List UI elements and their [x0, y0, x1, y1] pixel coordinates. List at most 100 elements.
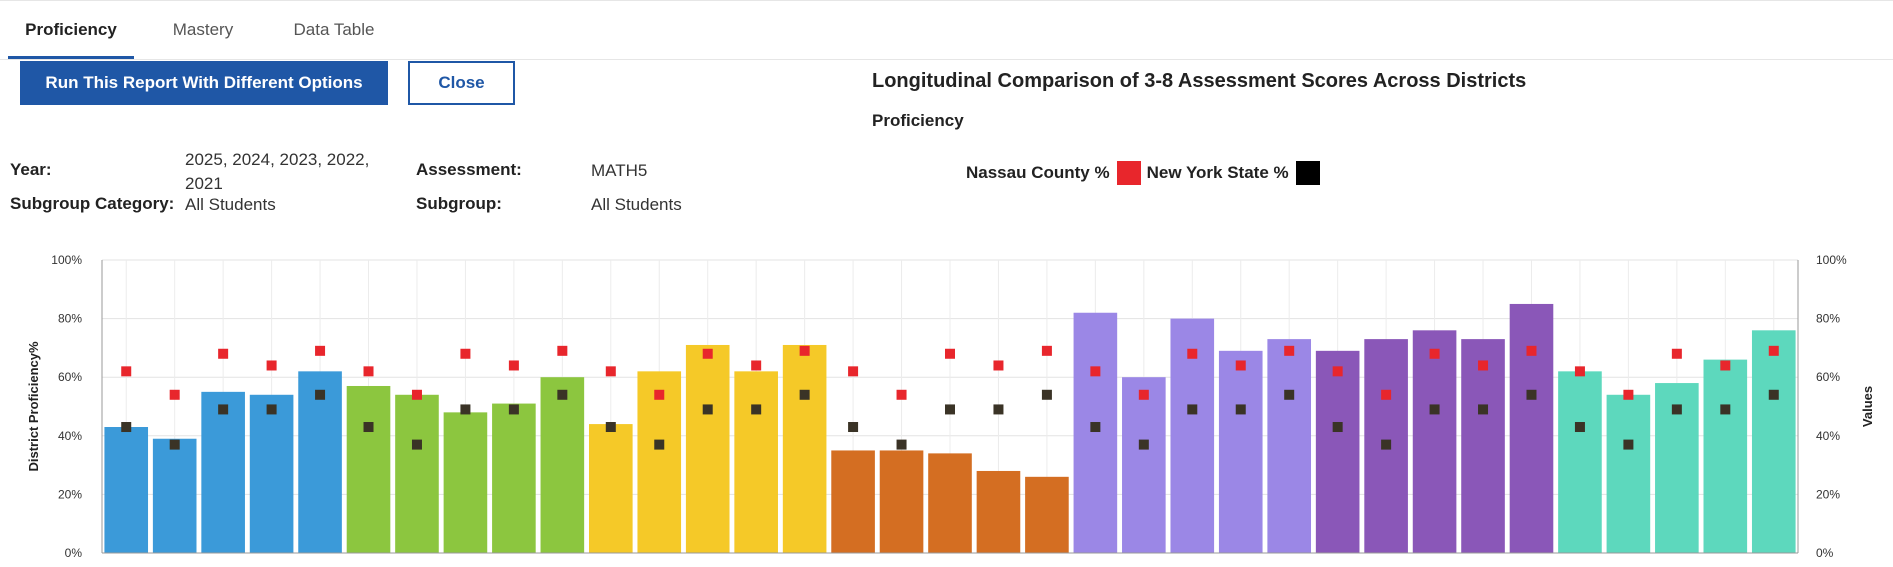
state-marker	[1623, 439, 1634, 450]
year-value: 2025, 2024, 2023, 2022, 2021	[185, 150, 370, 193]
state-marker	[1381, 439, 1392, 450]
county-marker	[460, 348, 471, 359]
bar	[346, 385, 391, 553]
county-marker	[1381, 389, 1392, 400]
county-marker	[1574, 366, 1585, 377]
state-marker	[411, 439, 422, 450]
y2-tick-label: 60%	[1816, 370, 1840, 384]
tab-data-table[interactable]: Data Table	[293, 20, 375, 39]
bar	[976, 470, 1021, 553]
state-marker	[1187, 404, 1198, 415]
bar	[395, 394, 439, 553]
state-marker	[508, 404, 519, 415]
county-marker	[1284, 345, 1295, 356]
y-axis-title: District Proficiency%	[26, 341, 41, 471]
state-marker	[266, 404, 277, 415]
bar	[1412, 330, 1457, 553]
subgroup-category-value: All Students	[185, 195, 276, 214]
report-subtitle: Proficiency	[872, 111, 964, 130]
county-marker	[1478, 360, 1489, 371]
bar	[1218, 350, 1263, 553]
state-marker	[896, 439, 907, 450]
legend-state-swatch	[1295, 161, 1320, 185]
bar	[104, 427, 149, 553]
county-marker	[751, 360, 762, 371]
y2-tick-label: 20%	[1816, 487, 1840, 501]
county-marker	[1526, 345, 1537, 356]
state-marker	[945, 404, 955, 415]
state-marker	[218, 404, 229, 415]
bar	[1025, 476, 1069, 553]
state-marker	[1526, 389, 1537, 400]
county-marker	[169, 389, 180, 400]
y2-tick-label: 0%	[1816, 546, 1834, 560]
state-marker	[1284, 389, 1295, 400]
bar	[588, 424, 633, 553]
legend-county-label: Nassau County %	[966, 163, 1110, 182]
legend-state-label: New York State %	[1146, 163, 1289, 182]
close-button[interactable]: Close	[408, 61, 515, 105]
tab-proficiency[interactable]: Proficiency	[8, 1, 134, 59]
county-marker	[508, 360, 519, 371]
county-marker	[993, 360, 1004, 371]
state-marker	[702, 404, 713, 415]
state-marker	[460, 404, 471, 415]
y-tick-label: 60%	[58, 370, 82, 384]
county-marker	[266, 360, 277, 371]
county-marker	[1429, 348, 1440, 359]
state-marker	[1720, 404, 1731, 415]
y-tick-label: 0%	[65, 546, 83, 560]
state-marker	[751, 404, 762, 415]
bar	[492, 403, 536, 553]
bar	[685, 344, 730, 553]
county-marker	[315, 345, 326, 356]
county-marker	[945, 348, 955, 359]
state-marker	[1332, 422, 1343, 433]
state-marker	[1090, 422, 1101, 433]
county-marker	[605, 366, 616, 377]
bar	[298, 371, 342, 553]
state-marker	[363, 422, 374, 433]
bar	[443, 412, 488, 553]
bar	[831, 450, 875, 553]
state-marker	[993, 404, 1004, 415]
proficiency-chart: 0% 0% 20% 20% 40% 40% 60% 60% 80% 80% 100% 100% Dist…	[26, 253, 1875, 560]
state-marker	[1138, 439, 1149, 450]
state-marker	[1041, 389, 1052, 400]
state-marker	[848, 422, 859, 433]
county-marker	[702, 348, 713, 359]
y-tick-label: 80%	[58, 312, 82, 326]
bar	[1558, 371, 1602, 553]
y-tick-label: 100%	[51, 253, 82, 267]
county-marker	[121, 366, 132, 377]
county-marker	[1332, 366, 1343, 377]
county-marker	[1041, 345, 1052, 356]
county-marker	[411, 389, 422, 400]
bar	[1073, 312, 1118, 553]
assessment-label: Assessment:	[416, 160, 522, 179]
county-marker	[1720, 360, 1731, 371]
county-marker	[363, 366, 374, 377]
bar	[782, 344, 827, 553]
bar	[1315, 350, 1360, 553]
tab-mastery[interactable]: Mastery	[172, 20, 234, 39]
y2-tick-label: 40%	[1816, 429, 1840, 443]
bar	[637, 371, 682, 553]
y2-tick-label: 80%	[1816, 312, 1840, 326]
bar	[540, 377, 585, 553]
y-tick-label: 20%	[58, 487, 82, 501]
run-report-button[interactable]: Run This Report With Different Options	[20, 61, 388, 105]
subgroup-label: Subgroup:	[416, 194, 502, 213]
state-marker	[1574, 422, 1585, 433]
state-marker	[1478, 404, 1489, 415]
bar	[1461, 339, 1505, 553]
county-marker	[1187, 348, 1198, 359]
chart-legend: Nassau County % New York State %	[966, 160, 1326, 186]
bar	[1703, 359, 1748, 553]
bar	[1509, 303, 1554, 553]
state-marker	[557, 389, 568, 400]
state-marker	[1429, 404, 1440, 415]
county-marker	[1138, 389, 1149, 400]
y2-tick-label: 100%	[1816, 253, 1847, 267]
bar	[879, 450, 924, 553]
